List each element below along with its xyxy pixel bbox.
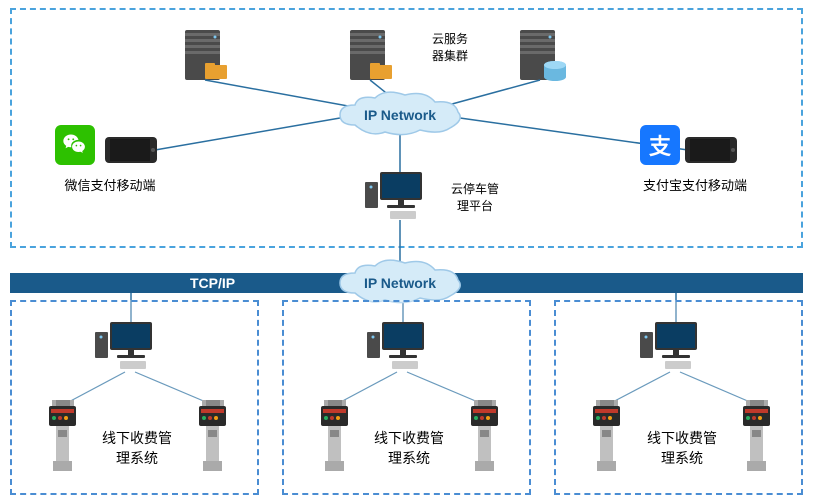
offline-label-3: 线下收费管 理系统 [637,428,727,468]
server-cluster-label: 云服务 器集群 [420,30,480,64]
kiosk-1b [195,400,230,475]
ip-network-label-top: IP Network [364,107,436,123]
kiosk-1a [45,400,80,475]
wechat-icon [55,125,95,165]
ip-network-cloud-top: IP Network [330,90,470,140]
alipay-label: 支付宝支付移动端 [630,175,760,194]
kiosk-2a [317,400,352,475]
offline-label-2: 线下收费管 理系统 [364,428,454,468]
cloud-parking-label: 云停车管 理平台 [440,180,510,214]
kiosk-3b [739,400,774,475]
server-2 [340,25,400,85]
ip-network-label-bottom: IP Network [364,275,436,291]
server-3 [510,25,570,85]
kiosk-3a [589,400,624,475]
offline-pc-3 [640,320,710,375]
server-1 [175,25,235,85]
alipay-phone [685,135,740,165]
offline-label-1: 线下收费管 理系统 [92,428,182,468]
offline-pc-1 [95,320,165,375]
offline-pc-2 [367,320,437,375]
cloud-parking-pc [365,170,435,225]
tcp-ip-label: TCP/IP [190,275,235,291]
wechat-pay-label: 微信支付移动端 [55,175,165,194]
kiosk-2b [467,400,502,475]
wechat-phone [105,135,160,165]
alipay-icon: 支 [640,125,680,165]
